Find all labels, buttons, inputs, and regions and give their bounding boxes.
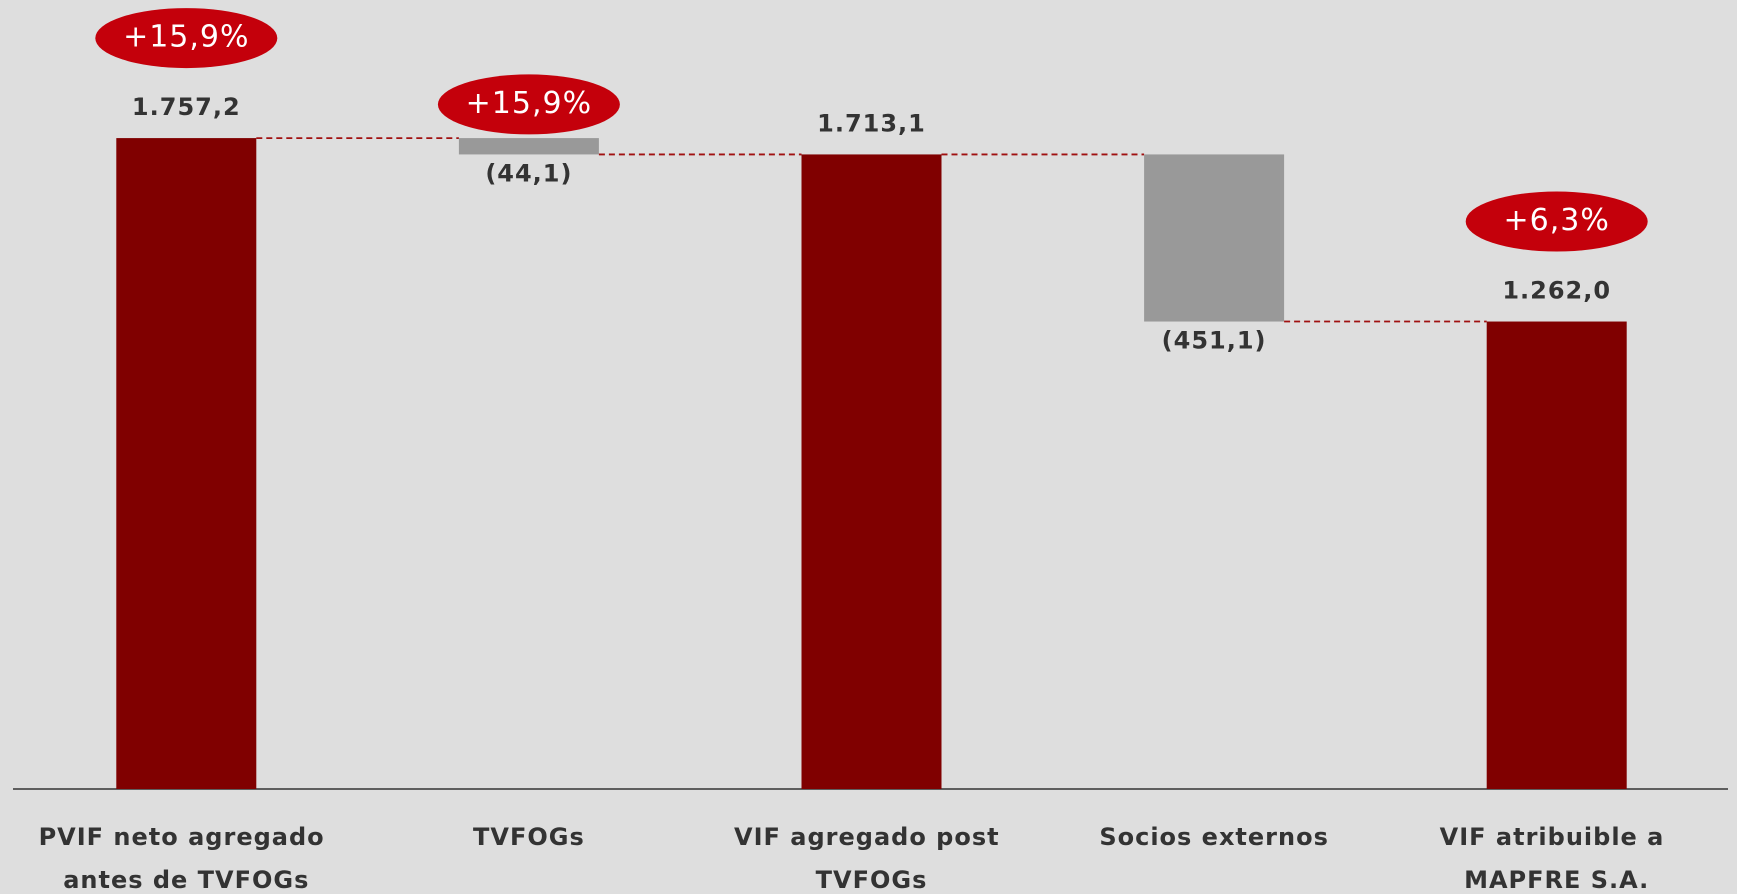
x-tick-label-line: PVIF neto agregado bbox=[39, 823, 334, 851]
x-tick-label-line: VIF agregado post bbox=[734, 823, 1009, 851]
bar bbox=[458, 138, 599, 155]
value-label: (44,1) bbox=[485, 159, 572, 187]
bar bbox=[1144, 154, 1285, 322]
x-tick-label-line: VIF atribuible a bbox=[1440, 823, 1674, 851]
x-tick-label-line: antes de TVFOGs bbox=[63, 866, 309, 894]
value-label: 1.262,0 bbox=[1502, 277, 1611, 305]
x-tick-label: TVFOGs bbox=[473, 823, 585, 851]
x-tick-label-line: TVFOGs bbox=[816, 866, 928, 894]
value-label: 1.757,2 bbox=[132, 93, 241, 121]
badge-label: +15,9% bbox=[466, 86, 592, 121]
value-label: (451,1) bbox=[1162, 327, 1267, 355]
x-tick-label-line: MAPFRE S.A. bbox=[1464, 866, 1649, 894]
x-tick-label: VIF atribuible a MAPFRE S.A. bbox=[1440, 823, 1674, 894]
x-tick-label: Socios externos bbox=[1099, 823, 1329, 851]
bar bbox=[801, 154, 942, 790]
badge bbox=[95, 8, 278, 69]
bar bbox=[1486, 321, 1627, 789]
badge bbox=[437, 74, 620, 135]
x-tick-label: VIF agregado post TVFOGs bbox=[734, 823, 1009, 894]
bar bbox=[116, 138, 257, 790]
badge-label: +15,9% bbox=[123, 20, 249, 55]
x-tick-label-line: Socios externos bbox=[1099, 823, 1329, 851]
value-label: 1.713,1 bbox=[817, 109, 926, 137]
badge-label: +6,3% bbox=[1504, 203, 1610, 238]
x-tick-label: PVIF neto agregado antes de TVFOGs bbox=[39, 823, 334, 894]
badge bbox=[1465, 191, 1648, 252]
x-tick-label-line: TVFOGs bbox=[473, 823, 585, 851]
